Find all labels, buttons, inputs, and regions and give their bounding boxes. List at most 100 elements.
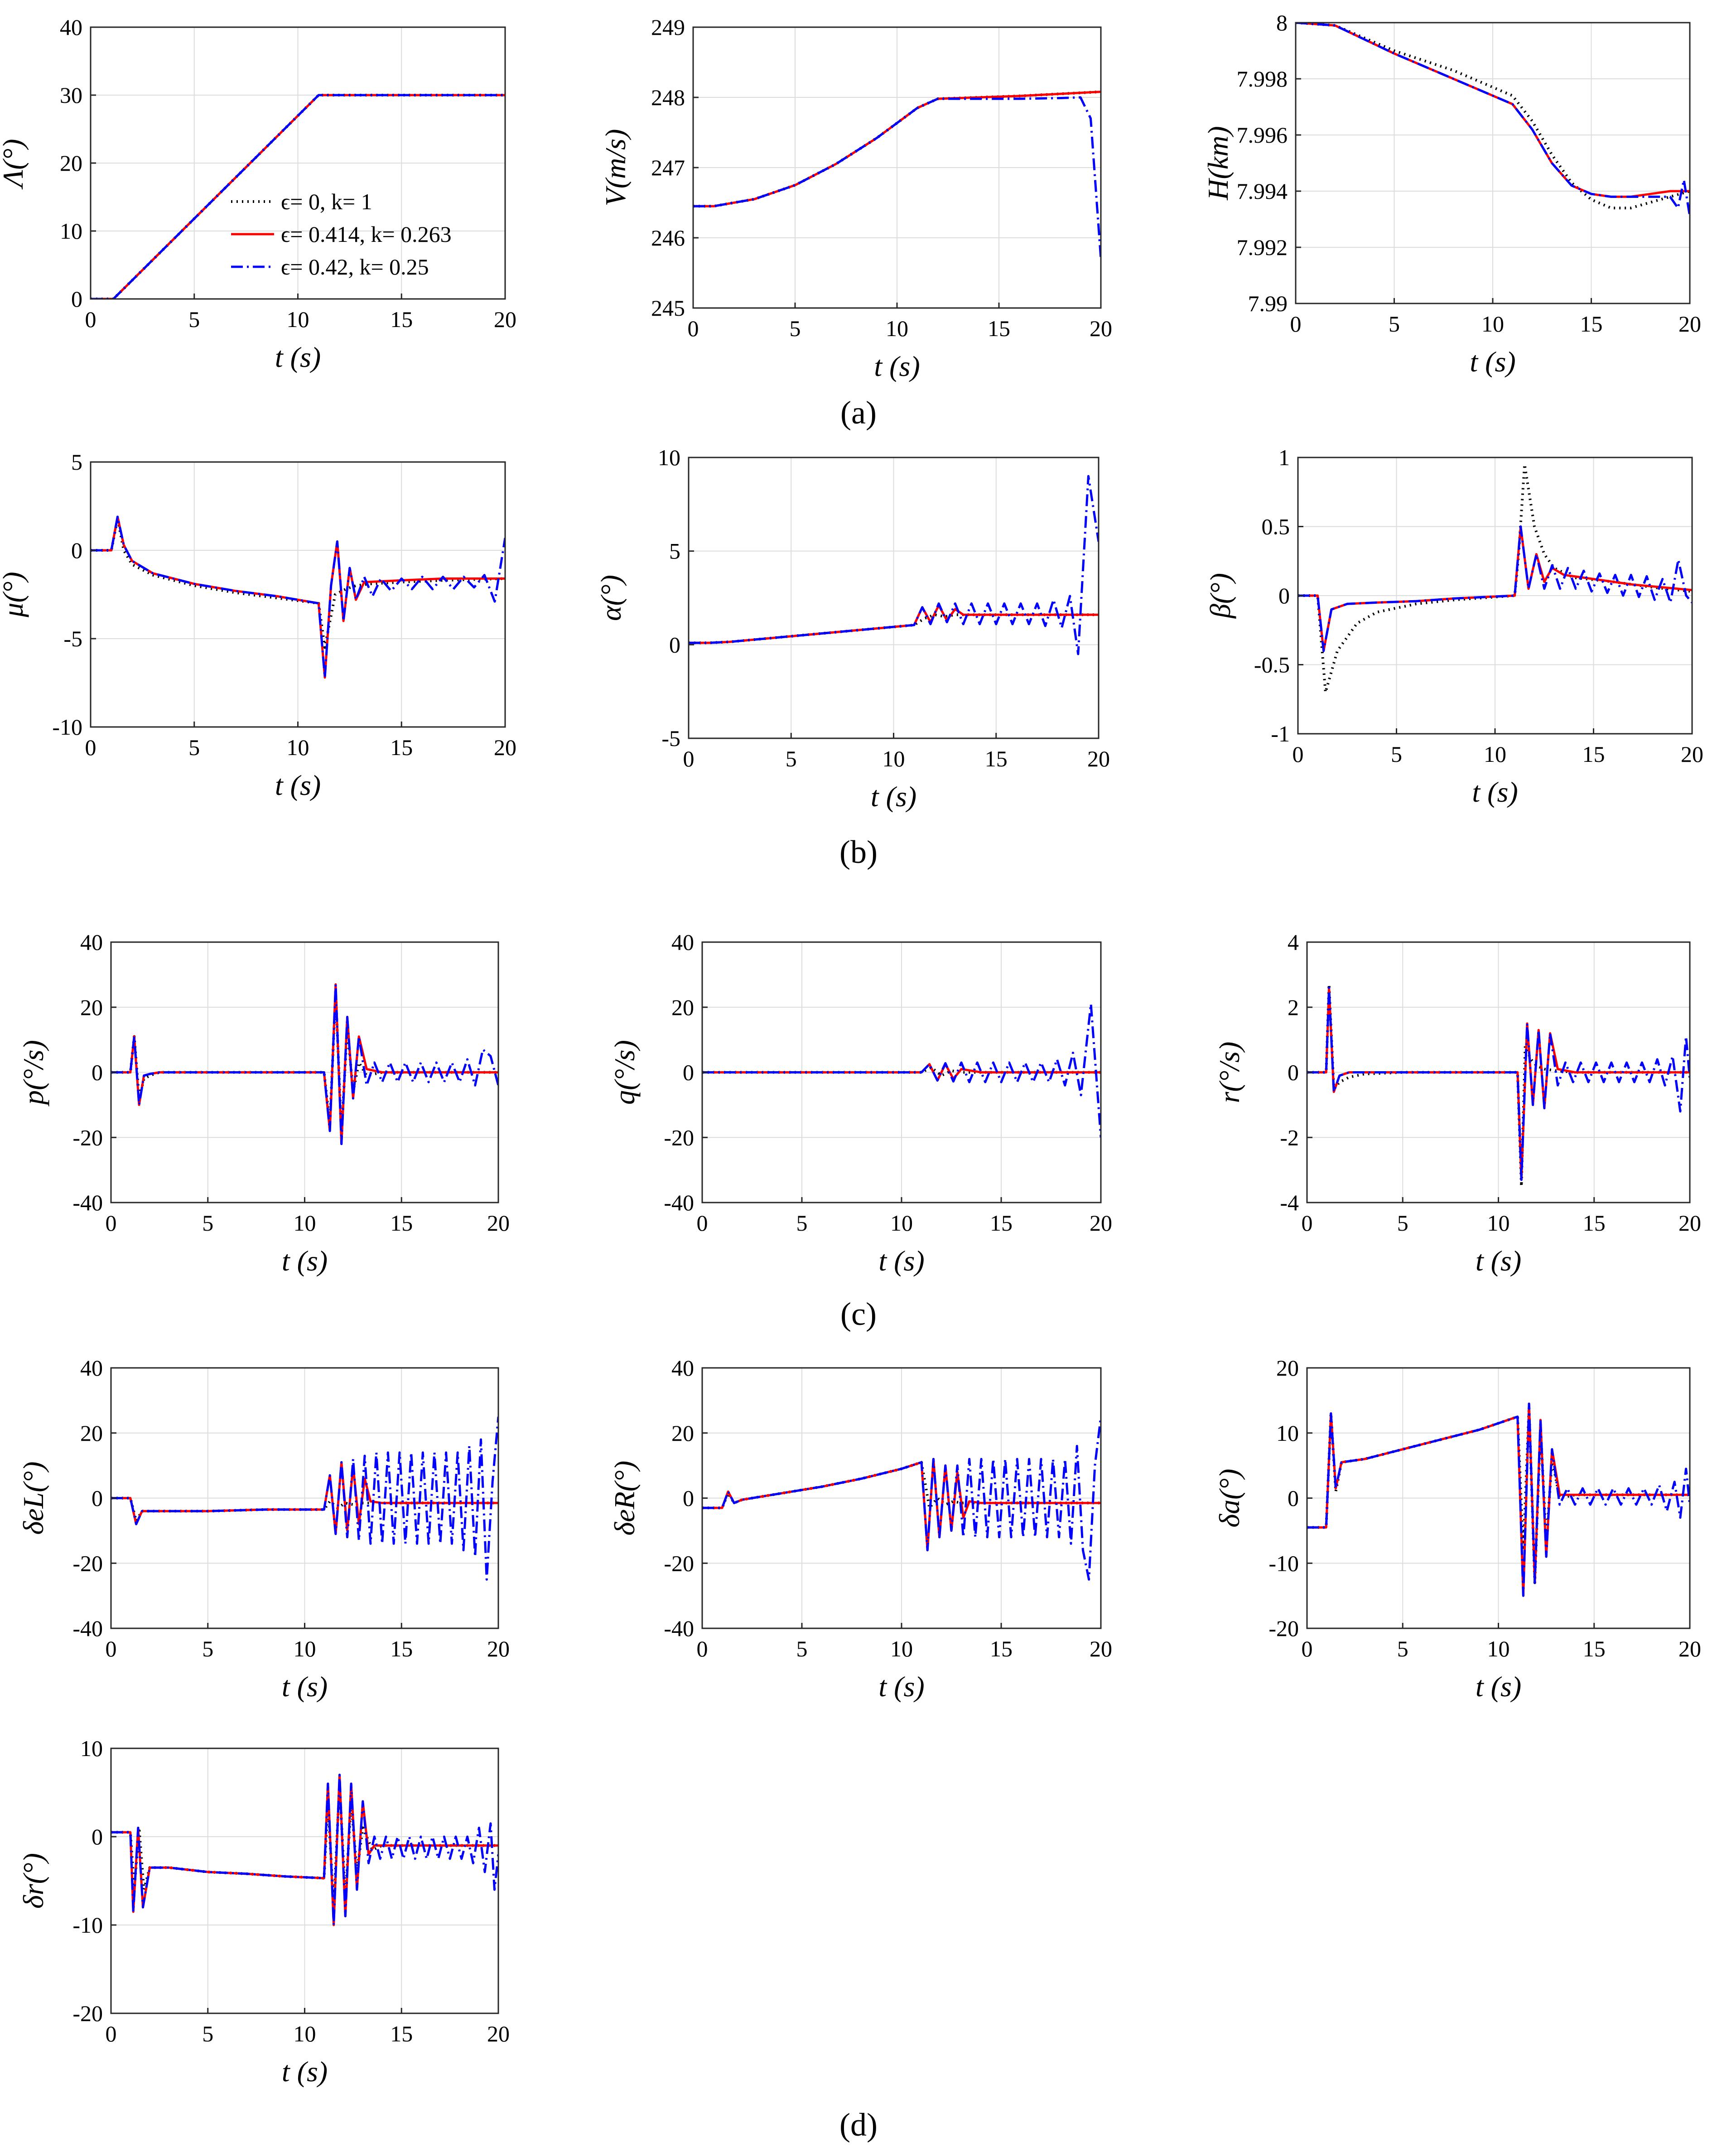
y-tick-label: 0 xyxy=(92,1060,103,1085)
x-tick-label: 10 xyxy=(294,1636,316,1661)
y-tick-label: 0 xyxy=(683,1060,694,1085)
chart-deltaA: 0 5 10 15 20 -20 -10 0 10 20 t (s) δa(°) xyxy=(1213,1355,1701,1703)
y-tick-label: -20 xyxy=(1268,1616,1299,1641)
x-tick-label: 15 xyxy=(1583,1210,1606,1236)
y-tick-label: -5 xyxy=(661,726,680,751)
chart-p: 0 5 10 15 20 -40 -20 0 20 40 t (s) p(°/s) xyxy=(17,929,510,1277)
y-tick-label: -40 xyxy=(72,1190,103,1215)
y-tick-label: 0 xyxy=(1278,583,1290,608)
series-line-beta-2 xyxy=(1298,525,1692,652)
x-tick-label: 10 xyxy=(1484,741,1506,767)
y-tick-label: 0 xyxy=(92,1486,103,1511)
x-tick-label: 15 xyxy=(985,746,1008,771)
y-tick-label: 249 xyxy=(651,14,685,40)
series-line-V-2 xyxy=(693,96,1101,259)
x-tick-label: 10 xyxy=(883,746,905,771)
y-tick-label: 7.998 xyxy=(1237,66,1288,91)
x-axis-label: t (s) xyxy=(275,341,321,373)
x-axis-label: t (s) xyxy=(878,1245,924,1277)
x-tick-label: 15 xyxy=(990,1210,1013,1236)
x-tick-label: 0 xyxy=(85,735,96,760)
y-tick-label: 20 xyxy=(80,1420,103,1446)
y-tick-label: 20 xyxy=(1276,1355,1299,1381)
x-axis-label: t (s) xyxy=(1476,1245,1521,1277)
y-tick-label: -40 xyxy=(664,1616,694,1641)
x-tick-label: 0 xyxy=(106,2021,117,2046)
x-tick-label: 20 xyxy=(1678,1636,1701,1661)
y-tick-label: 20 xyxy=(60,150,82,176)
y-axis-label: μ(°) xyxy=(0,572,29,617)
y-axis-label: V(m/s) xyxy=(599,129,632,207)
y-tick-label: 4 xyxy=(1288,929,1299,955)
x-tick-label: 15 xyxy=(1583,1636,1606,1661)
x-tick-label: 5 xyxy=(202,1636,213,1661)
y-tick-label: 0 xyxy=(71,538,82,563)
y-tick-label: 40 xyxy=(671,929,694,955)
y-axis-label: δr(°) xyxy=(17,1853,49,1909)
x-tick-label: 0 xyxy=(697,1636,708,1661)
y-tick-label: 246 xyxy=(651,225,685,250)
y-tick-label: 10 xyxy=(658,445,680,470)
y-tick-label: 5 xyxy=(71,449,82,475)
y-axis-label: β(°) xyxy=(1204,573,1236,619)
y-tick-label: 248 xyxy=(651,85,685,110)
x-tick-label: 5 xyxy=(790,316,801,341)
y-tick-label: -10 xyxy=(52,714,82,740)
legend-label-1: ϵ= 0.414, k= 0.263 xyxy=(281,221,452,247)
x-tick-label: 0 xyxy=(1290,311,1302,337)
subfigure-label-b: (b) xyxy=(839,834,878,870)
y-tick-label: 40 xyxy=(60,14,82,40)
chart-deltaER: 0 5 10 15 20 -40 -20 0 20 40 t (s) δeR(°) xyxy=(608,1355,1112,1703)
x-tick-label: 20 xyxy=(1087,746,1110,771)
x-tick-label: 10 xyxy=(287,307,309,332)
y-axis-label: q(°/s) xyxy=(608,1040,641,1105)
x-tick-label: 15 xyxy=(1580,311,1603,337)
x-tick-label: 5 xyxy=(1389,311,1400,337)
x-axis-label: t (s) xyxy=(275,769,321,801)
x-tick-label: 10 xyxy=(1487,1636,1510,1661)
series-line-p-2 xyxy=(111,983,498,1145)
y-tick-label: 0 xyxy=(669,632,680,657)
x-axis-label: t (s) xyxy=(1470,346,1515,378)
chart-V: 0 5 10 15 20 245 246 247 248 249 t (s) V(m/s) xyxy=(599,14,1112,382)
series-line-deltaER-2 xyxy=(702,1416,1101,1581)
x-tick-label: 20 xyxy=(487,2021,510,2046)
series-line-p-0 xyxy=(111,989,498,1136)
x-tick-label: 5 xyxy=(188,307,200,332)
legend: ϵ= 0, k= 1 ϵ= 0.414, k= 0.263 ϵ= 0.42, k= … xyxy=(231,189,452,279)
y-axis-label: δa(°) xyxy=(1213,1469,1245,1528)
y-tick-label: 10 xyxy=(80,1736,103,1761)
x-axis-label: t (s) xyxy=(874,350,920,382)
y-tick-label: 5 xyxy=(669,539,680,564)
x-axis-label: t (s) xyxy=(871,780,916,813)
series-line-q-2 xyxy=(702,1003,1101,1138)
subfigure-label-a: (a) xyxy=(840,395,877,431)
x-tick-label: 10 xyxy=(294,1210,316,1236)
x-tick-label: 10 xyxy=(287,735,309,760)
y-tick-label: -20 xyxy=(72,1550,103,1576)
y-tick-label: 40 xyxy=(671,1355,694,1381)
x-tick-label: 20 xyxy=(487,1636,510,1661)
x-axis-label: t (s) xyxy=(282,1670,328,1703)
x-tick-label: 5 xyxy=(202,2021,213,2046)
y-tick-label: 20 xyxy=(671,1420,694,1446)
chart-q: 0 5 10 15 20 -40 -20 0 20 40 t (s) q(°/s) xyxy=(608,929,1112,1277)
y-tick-label: 245 xyxy=(651,295,685,321)
series-line-mu-2 xyxy=(91,515,505,679)
x-axis-label: t (s) xyxy=(878,1670,924,1703)
y-tick-label: 0 xyxy=(92,1824,103,1849)
y-tick-label: -0.5 xyxy=(1254,652,1290,678)
x-tick-label: 20 xyxy=(494,307,516,332)
x-tick-label: 20 xyxy=(487,1210,510,1236)
x-tick-label: 5 xyxy=(188,735,200,760)
subfigure-label-c: (c) xyxy=(840,1296,877,1332)
x-axis-label: t (s) xyxy=(282,2055,328,2088)
series-line-r-2 xyxy=(1307,987,1690,1181)
x-tick-label: 10 xyxy=(294,2021,316,2046)
x-tick-label: 5 xyxy=(1391,741,1402,767)
y-tick-label: -40 xyxy=(72,1616,103,1641)
x-tick-label: 5 xyxy=(202,1210,213,1236)
x-axis-label: t (s) xyxy=(282,1245,328,1277)
x-tick-label: 0 xyxy=(1302,1636,1313,1661)
y-tick-label: 7.992 xyxy=(1237,235,1288,260)
